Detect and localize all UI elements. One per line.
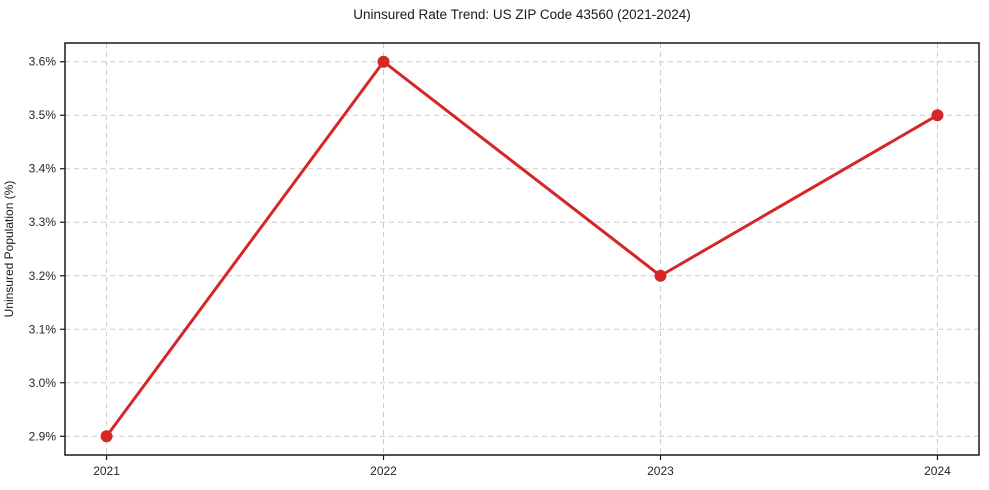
y-tick-label: 3.2% xyxy=(29,269,57,283)
y-tick-label: 3.1% xyxy=(29,322,57,336)
y-tick-label: 3.3% xyxy=(29,215,57,229)
x-tick-label: 2023 xyxy=(647,464,674,478)
chart-title: Uninsured Rate Trend: US ZIP Code 43560 … xyxy=(353,7,690,22)
gridlines xyxy=(65,43,979,455)
data-point xyxy=(377,55,390,68)
data-point xyxy=(100,430,113,443)
axis-ticks: 2.9% 3.0% 3.1% 3.2% 3.3% 3.4% 3.5% 3.6% 2021 2022… xyxy=(29,55,951,478)
plot-border xyxy=(64,42,980,456)
y-axis-label: Uninsured Population (%) xyxy=(2,181,16,318)
data-point xyxy=(931,109,944,122)
y-tick-label: 2.9% xyxy=(29,429,57,443)
trend-line xyxy=(105,60,939,438)
y-tick-label: 3.5% xyxy=(29,108,57,122)
y-tick-label: 3.0% xyxy=(29,376,57,390)
trend-line-series xyxy=(100,55,944,443)
x-tick-label: 2024 xyxy=(924,464,951,478)
y-tick-label: 3.4% xyxy=(29,162,57,176)
x-tick-label: 2022 xyxy=(370,464,397,478)
y-tick-label: 3.6% xyxy=(29,55,57,69)
x-tick-label: 2021 xyxy=(93,464,120,478)
data-point xyxy=(654,269,667,282)
